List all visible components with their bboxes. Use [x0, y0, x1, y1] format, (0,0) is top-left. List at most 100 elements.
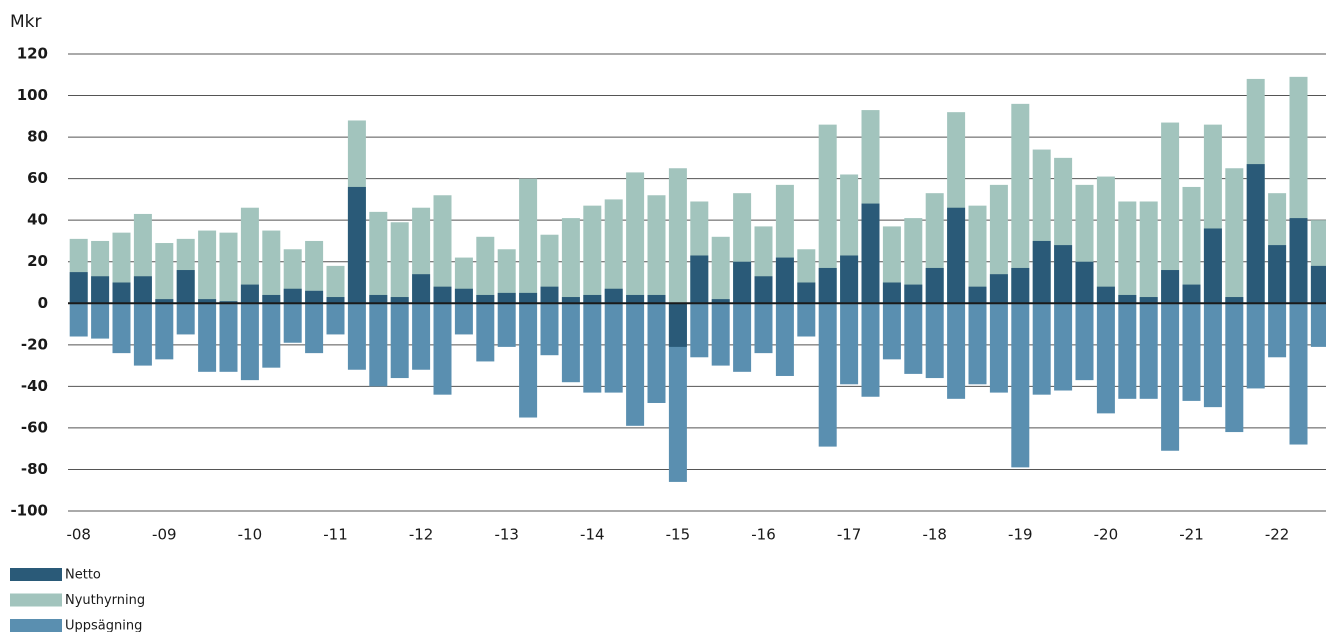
bar — [626, 294, 645, 304]
bar — [647, 195, 666, 304]
bar — [476, 236, 495, 304]
bar — [561, 297, 580, 304]
legend-label: Netto — [65, 568, 101, 583]
x-tick-label: -18 — [922, 526, 947, 544]
bar — [433, 303, 452, 395]
bar — [1182, 303, 1201, 401]
bar — [433, 195, 452, 304]
bar — [989, 184, 1008, 304]
bar — [668, 303, 687, 347]
bar — [326, 265, 345, 304]
bar — [540, 303, 559, 356]
bar — [497, 292, 516, 304]
bar — [840, 303, 859, 385]
bar — [133, 303, 152, 366]
bar — [283, 288, 302, 304]
bar — [604, 199, 623, 304]
y-tick-label: -100 — [10, 502, 48, 520]
bar — [711, 303, 730, 366]
x-tick-label: -13 — [494, 526, 519, 544]
legend-label: Nyuthyrning — [65, 593, 145, 608]
bar — [497, 303, 516, 347]
bar — [947, 207, 966, 304]
bar — [583, 205, 602, 304]
bar — [1011, 103, 1030, 304]
bar — [369, 211, 388, 304]
x-tick-label: -11 — [323, 526, 348, 544]
y-tick-label: 120 — [17, 45, 48, 63]
bar — [390, 303, 409, 379]
bar — [91, 276, 110, 304]
bar — [305, 303, 324, 354]
bar — [626, 303, 645, 426]
bar — [1118, 201, 1137, 304]
bar — [198, 230, 217, 304]
x-tick-label: -14 — [580, 526, 605, 544]
bar — [561, 303, 580, 383]
bar — [176, 270, 195, 304]
bar — [1096, 176, 1115, 304]
legend-swatch — [10, 619, 62, 632]
bar — [454, 288, 473, 304]
bar — [968, 205, 987, 304]
bar — [1161, 270, 1180, 304]
bar — [1054, 245, 1073, 304]
y-tick-label: 0 — [38, 294, 48, 312]
bar — [904, 303, 923, 374]
bar — [818, 267, 837, 304]
bar — [69, 272, 88, 304]
bar — [797, 303, 816, 337]
bar — [540, 234, 559, 304]
bar — [690, 255, 709, 304]
bar — [454, 303, 473, 335]
bar — [1182, 186, 1201, 304]
bar — [1096, 286, 1115, 304]
x-tick-label: -15 — [666, 526, 691, 544]
y-tick-label: -20 — [21, 335, 48, 353]
bar — [861, 203, 880, 304]
bar — [1246, 164, 1265, 304]
bar — [1054, 303, 1073, 391]
legend-swatch — [10, 593, 62, 607]
bar — [818, 124, 837, 304]
y-tick-label: -40 — [21, 377, 48, 395]
bar — [1011, 267, 1030, 304]
bar — [283, 303, 302, 343]
bar — [262, 303, 281, 368]
y-tick-label: -80 — [21, 460, 48, 478]
bar — [412, 274, 431, 304]
bar — [1139, 201, 1158, 304]
bar — [219, 301, 238, 304]
bar — [1118, 303, 1137, 399]
bar — [882, 303, 901, 360]
y-tick-label: 100 — [17, 86, 48, 104]
bar — [968, 286, 987, 304]
bar — [1139, 297, 1158, 304]
bar — [583, 294, 602, 304]
bar — [989, 303, 1008, 393]
bar — [818, 303, 837, 447]
y-tick-label: 60 — [27, 169, 48, 187]
bar — [155, 303, 174, 360]
bar — [133, 276, 152, 304]
bar — [947, 303, 966, 399]
bar — [626, 172, 645, 304]
bar — [519, 303, 538, 418]
bar — [412, 303, 431, 370]
bar — [604, 303, 623, 393]
bar — [240, 303, 259, 381]
bar — [476, 303, 495, 362]
bar — [711, 236, 730, 304]
bar — [668, 303, 687, 482]
bar — [155, 299, 174, 304]
bar — [1161, 122, 1180, 304]
legend-swatch — [10, 568, 62, 581]
bar — [219, 232, 238, 304]
x-tick-label: -19 — [1008, 526, 1033, 544]
bar — [904, 218, 923, 304]
bar — [797, 282, 816, 304]
bar — [561, 218, 580, 304]
bar — [1225, 303, 1244, 433]
bar — [91, 303, 110, 339]
